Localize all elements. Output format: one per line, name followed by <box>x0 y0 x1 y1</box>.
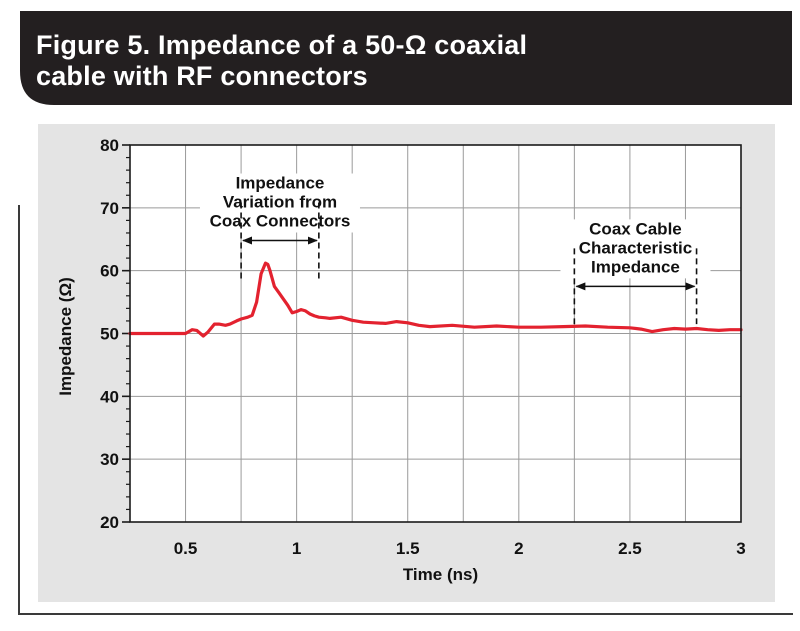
x-tick-label: 1.5 <box>396 539 420 558</box>
annotation-text-line: Impedance <box>591 257 680 276</box>
annotation-text-line: Coax Cable <box>589 219 682 238</box>
y-tick-label: 70 <box>100 199 119 218</box>
y-axis-label: Impedance (Ω) <box>56 277 75 396</box>
x-tick-label: 2 <box>514 539 523 558</box>
annotation-label-background <box>560 219 711 279</box>
y-tick-labels: 20 30 40 50 60 70 80 <box>100 136 119 532</box>
annotation-label-background <box>199 173 360 233</box>
annotation-text-line: Variation from <box>223 193 337 212</box>
annotation-text: Impedance Variation from Coax Connectors <box>210 174 351 231</box>
x-tick-labels: 0.5 1 1.5 2 2.5 3 <box>174 539 746 558</box>
annotations: Impedance Variation from Coax Connectors Co… <box>199 173 711 325</box>
annotation-text: Coax Cable Characteristic Impedance <box>579 219 692 276</box>
x-tick-label: 2.5 <box>618 539 642 558</box>
y-tick-label: 50 <box>100 325 119 344</box>
annotation-text-line: Coax Connectors <box>210 212 351 231</box>
y-tick-label: 20 <box>100 513 119 532</box>
y-tick-label: 30 <box>100 450 119 469</box>
annotation-text-line: Characteristic <box>579 238 692 257</box>
x-axis-label: Time (ns) <box>403 565 478 584</box>
y-tick-label: 40 <box>100 387 119 406</box>
figure-title: Figure 5. Impedance of a 50-Ω coaxial ca… <box>36 30 528 91</box>
x-tick-label: 3 <box>736 539 745 558</box>
annotation-text-line: Impedance <box>236 174 325 193</box>
annotation-2: Coax Cable Characteristic Impedance <box>560 219 711 325</box>
figure-frame <box>18 205 793 615</box>
title-banner <box>20 11 792 105</box>
x-tick-label: 1 <box>292 539 301 558</box>
annotation-1: Impedance Variation from Coax Connectors <box>199 173 360 281</box>
plot-border <box>129 144 742 523</box>
y-tick-label: 80 <box>100 136 119 155</box>
impedance-series-line <box>128 261 743 338</box>
x-tick-label: 0.5 <box>174 539 198 558</box>
y-tick-label: 60 <box>100 262 119 281</box>
